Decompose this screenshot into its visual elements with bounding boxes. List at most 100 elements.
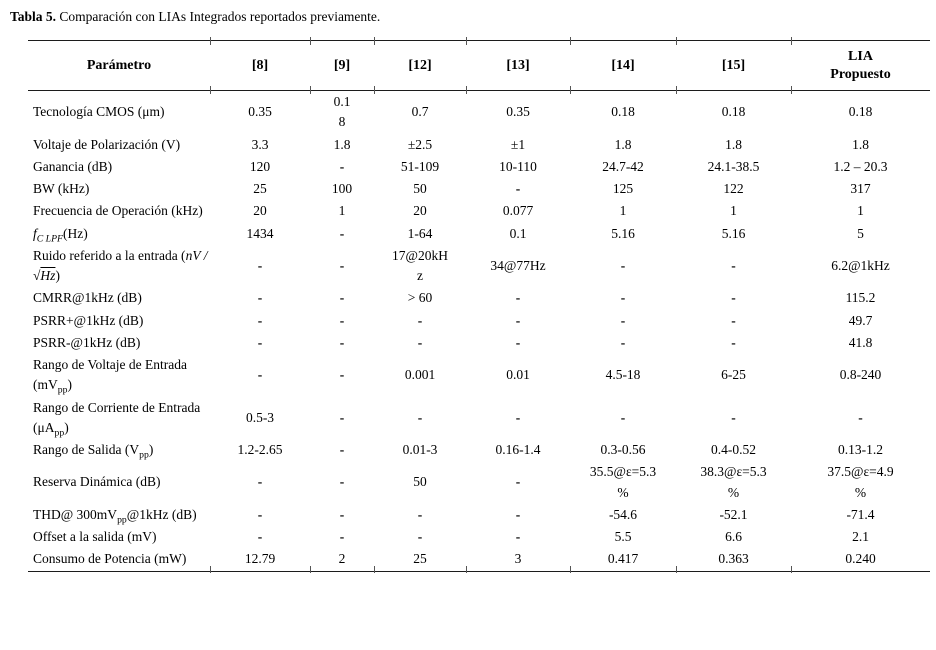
value-cell: - [620,257,626,273]
value-cell: - [417,409,423,425]
table-row: PSRR+@1kHz (dB) - - - - - - 49.7 [28,310,930,332]
comparison-table-wrapper: Parámetro [8] [9] [12] [13] [14] [15] LIA Propu… [28,37,930,573]
value-cell: -71.4 [846,506,875,522]
table-row: BW (kHz) 25 100 50 - 125 122 317 [28,178,930,200]
table-row: Consumo de Potencia (mW) 12.79 2 25 3 0.417 0.… [28,548,930,573]
value-cell: 0.35 [506,104,530,120]
value-cell: - [417,529,423,544]
value-cell: 4.5-18 [605,367,641,383]
parameter-label: PSRR-@1kHz (dB) [33,334,141,350]
value-cell: - [339,225,345,241]
value-cell: 50 [413,181,427,196]
value-cell: 6.6 [725,529,742,544]
value-cell: 24.1-38.5 [707,158,760,174]
column-header-5: [14] [569,37,676,95]
value-cell: 122 [723,181,744,196]
value-cell: 0.16-1.4 [495,442,541,457]
column-header-7: LIA Propuesto [790,37,930,95]
value-cell: 5 [857,225,864,241]
value-cell: 3 [465,548,570,573]
table-row: THD@ 300mVpp@1kHz (dB) - - - - -54.6 -52.1 -71.… [28,504,930,526]
value-cell: 0.1 8 [333,94,351,130]
parameter-label: fC LPF(Hz) [33,225,88,245]
value-cell: - [257,529,263,544]
value-cell: > 60 [407,290,433,306]
value-cell: -54.6 [608,506,638,522]
value-cell: 1.8 [852,136,869,152]
value-cell: 17@20kH z [392,247,448,283]
value-cell: - [620,409,626,425]
value-cell: - [257,474,263,490]
value-cell: -52.1 [719,506,748,522]
parameter-label: THD@ 300mVpp@1kHz (dB) [33,506,197,526]
value-cell: - [339,506,345,522]
parameter-label: BW (kHz) [33,181,90,196]
parameter-label: CMRR@1kHz (dB) [33,290,142,306]
value-cell: 38.3@ε=5.3 % [700,464,767,500]
table-row: Ganancia (dB) 120 - 51-109 10-110 24.7-42 24.1… [28,156,930,178]
value-cell: - [339,257,345,273]
value-cell: - [339,290,345,306]
column-header-6: [15] [675,37,791,95]
table-caption-label: Tabla 5. [10,9,57,24]
value-cell: - [731,312,736,328]
parameter-label: Voltaje de Polarización (V) [33,136,181,152]
value-cell: - [417,506,423,522]
value-cell: - [858,409,863,425]
value-cell: 0.077 [502,203,534,219]
value-cell: 0.18 [848,104,873,120]
value-cell: 20 [413,203,427,219]
value-cell: 115.2 [845,290,876,306]
parameter-label: Rango de Corriente de Entrada (μApp) [33,399,201,439]
table-caption-text: Comparación con LIAs Integrados reportad… [56,9,381,24]
value-cell: 0.4-0.52 [711,442,756,457]
value-cell: 0.13-1.2 [838,442,883,457]
value-cell: 50 [413,474,427,490]
value-cell: - [620,312,626,328]
value-cell: ±1 [510,136,526,152]
table-row: Rango de Voltaje de Entrada (mVpp) - - 0.00… [28,354,930,397]
value-cell: 1.8 [333,136,351,152]
value-cell: 6.2@1kHz [831,257,890,273]
table-row: Ruido referido a la entrada (nV / √Hz) - -… [28,245,930,288]
column-header-0: Parámetro [28,40,210,91]
value-cell: 0.417 [569,548,676,573]
value-cell: 35.5@ε=5.3 % [589,464,657,500]
value-cell: 2 [309,548,374,573]
table-row: CMRR@1kHz (dB) - - > 60 - - - 115.2 [28,287,930,309]
value-cell: - [257,312,263,328]
value-cell: - [257,367,263,383]
value-cell: - [515,529,521,544]
table-row: Offset a la salida (mV) - - - - 5.5 6.6 2.1 [28,526,930,548]
value-cell: - [339,312,345,328]
value-cell: 5.5 [614,529,632,544]
value-cell: - [515,334,521,350]
column-header-1: [8] [209,37,310,95]
column-header-3: [12] [373,37,466,95]
table-row: Voltaje de Polarización (V) 3.3 1.8 ±2.5 ±1 1… [28,134,930,156]
table-row: fC LPF(Hz) 1434 - 1-64 0.1 5.16 5.16 5 [28,223,930,245]
parameter-label: Offset a la salida (mV) [33,529,157,544]
parameter-label: Rango de Salida (Vpp) [33,442,154,461]
value-cell: 41.8 [848,334,873,350]
parameter-label: Tecnología CMOS (μm) [33,104,165,120]
table-row: Tecnología CMOS (μm) 0.35 0.1 8 0.7 0.35 0.18… [28,91,930,134]
value-cell: - [515,290,521,306]
value-cell: 3.3 [251,136,269,152]
value-cell: 20 [253,203,267,219]
value-cell: 1.8 [725,136,742,152]
header-row: Parámetro [8] [9] [12] [13] [14] [15] LIA Propu… [28,37,930,95]
value-cell: - [515,312,521,328]
table-row: Rango de Corriente de Entrada (μApp) 0.5-… [28,397,930,440]
value-cell: 1.2 – 20.3 [833,158,888,174]
value-cell: - [515,474,521,490]
value-cell: 25 [373,548,466,573]
value-cell: 0.01-3 [402,442,438,457]
value-cell: - [339,409,345,425]
value-cell: 0.1 [509,225,527,241]
column-header-4: [13] [465,37,570,95]
value-cell: - [339,367,345,383]
value-cell: 5.16 [721,225,746,241]
value-cell: 51-109 [400,158,440,174]
